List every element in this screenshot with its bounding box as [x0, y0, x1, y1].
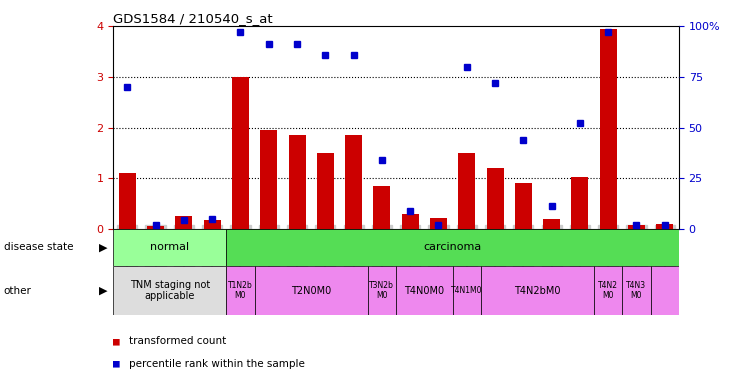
- Text: T2N0M0: T2N0M0: [291, 286, 331, 296]
- Bar: [232, 77, 249, 229]
- Bar: [119, 173, 136, 229]
- Bar: [288, 135, 306, 229]
- Bar: [226, 266, 255, 315]
- Bar: [430, 217, 447, 229]
- Bar: [345, 135, 362, 229]
- Bar: [255, 266, 368, 315]
- Bar: [113, 229, 226, 266]
- Bar: [458, 153, 475, 229]
- Bar: [226, 229, 679, 266]
- Text: T4N0M0: T4N0M0: [404, 286, 445, 296]
- Text: GDS1584 / 210540_s_at: GDS1584 / 210540_s_at: [113, 12, 273, 25]
- Text: ▶: ▶: [99, 243, 107, 252]
- Text: T4N3
M0: T4N3 M0: [626, 281, 647, 300]
- Bar: [175, 216, 193, 229]
- Bar: [402, 214, 419, 229]
- Bar: [396, 266, 453, 315]
- Bar: [113, 266, 226, 315]
- Text: TNM staging not
applicable: TNM staging not applicable: [130, 280, 210, 302]
- Bar: [204, 220, 220, 229]
- Text: ■: ■: [113, 336, 126, 346]
- Text: ▶: ▶: [99, 286, 107, 296]
- Text: T1N2b
M0: T1N2b M0: [228, 281, 253, 300]
- Bar: [572, 177, 588, 229]
- Bar: [368, 266, 396, 315]
- Text: carcinoma: carcinoma: [423, 243, 482, 252]
- Text: T3N2b
M0: T3N2b M0: [369, 281, 394, 300]
- Bar: [543, 219, 560, 229]
- Bar: [317, 153, 334, 229]
- Bar: [594, 266, 623, 315]
- Bar: [147, 226, 164, 229]
- Text: T4N2bM0: T4N2bM0: [514, 286, 561, 296]
- Text: percentile rank within the sample: percentile rank within the sample: [129, 359, 305, 369]
- Bar: [656, 224, 673, 229]
- Bar: [261, 130, 277, 229]
- Text: normal: normal: [150, 243, 189, 252]
- Text: transformed count: transformed count: [129, 336, 226, 346]
- Text: T4N2
M0: T4N2 M0: [598, 281, 618, 300]
- Bar: [600, 29, 617, 229]
- Bar: [628, 225, 645, 229]
- Text: other: other: [4, 286, 31, 296]
- Text: T4N1M0: T4N1M0: [451, 286, 483, 295]
- Bar: [453, 266, 481, 315]
- Bar: [487, 168, 504, 229]
- Bar: [650, 266, 679, 315]
- Bar: [515, 183, 532, 229]
- Text: disease state: disease state: [4, 243, 73, 252]
- Bar: [623, 266, 650, 315]
- Text: ■: ■: [113, 359, 126, 369]
- Bar: [374, 186, 391, 229]
- Bar: [481, 266, 594, 315]
